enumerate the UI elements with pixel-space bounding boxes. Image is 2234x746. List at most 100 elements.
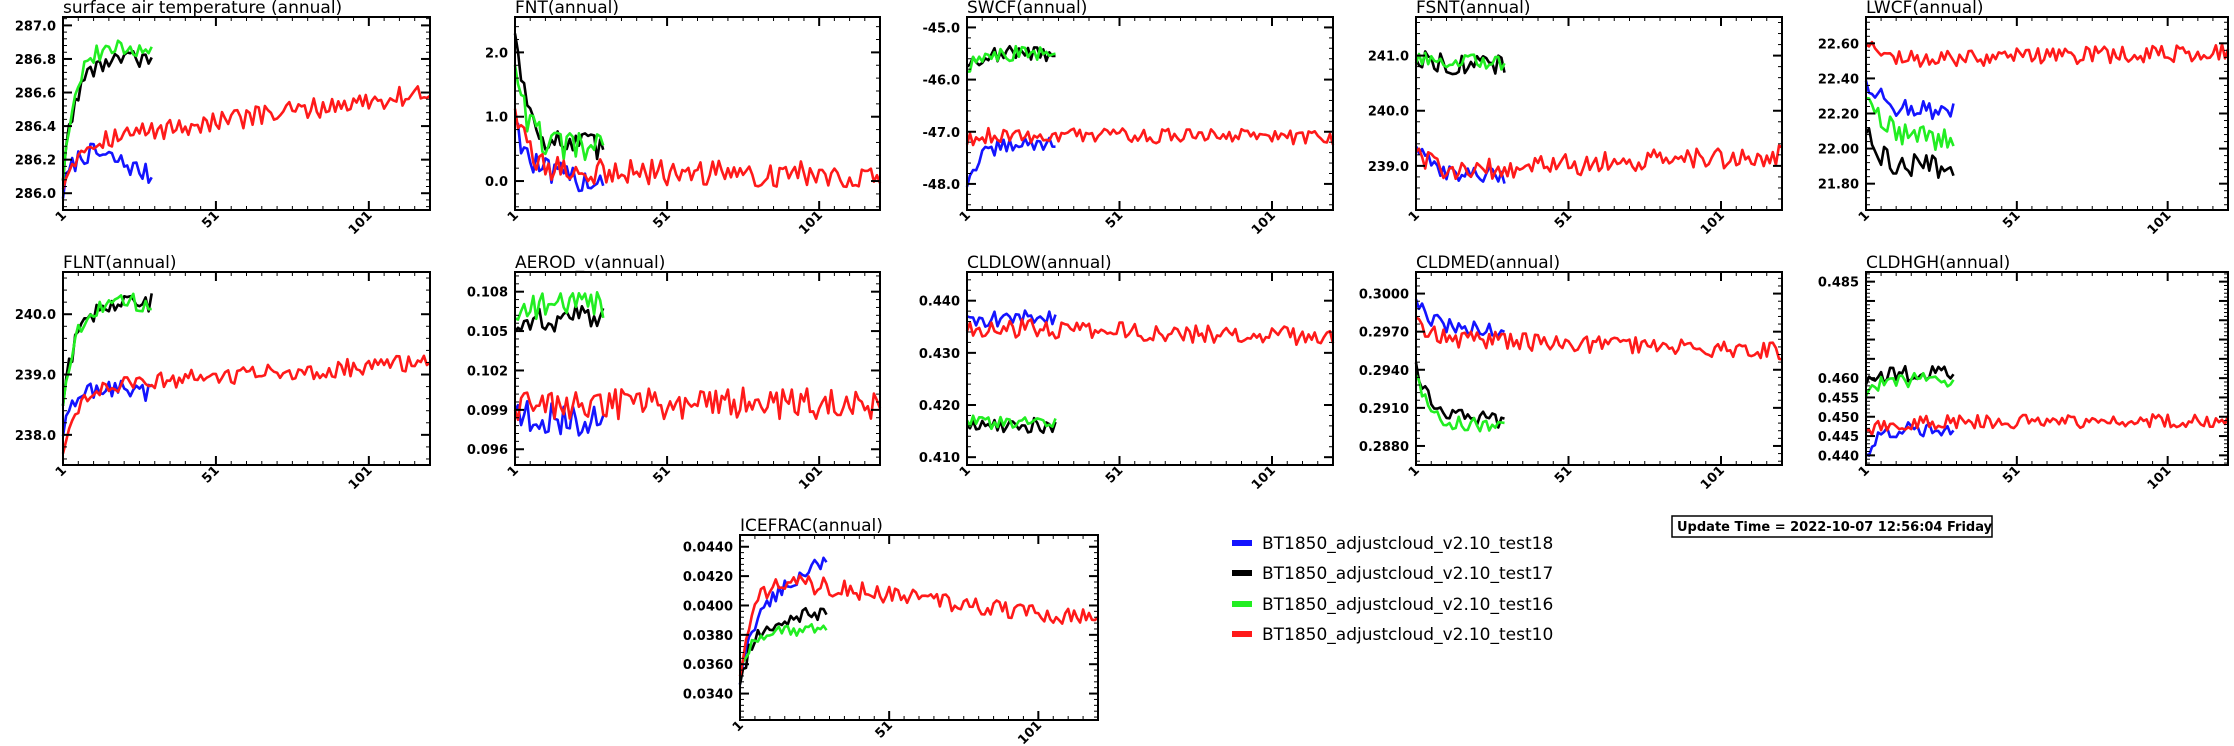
chart-panel: CLDHGH(annual)1 51 1010.4400.4450.4500.455…	[1818, 253, 2230, 493]
y-tick-label: 239.0	[1368, 160, 1409, 175]
y-tick-label: 0.440	[919, 295, 960, 310]
y-tick-label: 0.455	[1818, 391, 1859, 406]
series-line	[61, 292, 152, 406]
series-line	[1865, 421, 1955, 457]
chart-panel: ICEFRAC(annual)1 51 1010.03400.03600.03800…	[683, 516, 1099, 746]
chart-panel: AEROD_v(annual)1 51 1010.0960.0990.1020.10…	[467, 253, 882, 493]
series-line	[738, 622, 828, 671]
y-tick-label: 0.2940	[1359, 364, 1409, 379]
series-line	[1864, 127, 1955, 179]
legend-label-test18: BT1850_adjustcloud_v2.10_test18	[1262, 534, 1553, 554]
x-tick-label: 51	[873, 718, 896, 741]
y-tick-label: 0.2970	[1359, 326, 1409, 341]
series-line	[966, 309, 1057, 328]
series-line	[61, 354, 431, 454]
y-tick-label: 0.096	[467, 443, 508, 458]
x-tick-label: 51	[651, 463, 674, 486]
x-tick-label: 101	[2145, 463, 2175, 493]
y-tick-label: 22.00	[1818, 143, 1859, 158]
y-tick-label: 286.4	[15, 120, 56, 135]
x-tick-label: 51	[199, 463, 222, 486]
chart-title: SWCF(annual)	[967, 0, 1087, 18]
y-tick-label: 0.0440	[683, 541, 733, 556]
y-tick-label: 0.105	[467, 325, 508, 340]
series-line	[1865, 96, 1955, 151]
chart-panel: surface air temperature (annual)1 51 10128…	[15, 0, 431, 238]
series-line	[61, 85, 431, 190]
y-tick-label: 0.099	[467, 404, 508, 419]
x-tick-label: 101	[1015, 718, 1045, 746]
chart-panel: LWCF(annual)1 51 10121.8022.0022.2022.4022…	[1818, 0, 2230, 238]
y-tick-label: 22.60	[1818, 37, 1859, 52]
series-line	[965, 414, 1057, 431]
chart-title: surface air temperature (annual)	[63, 0, 342, 18]
series-line	[965, 126, 1335, 147]
series-line	[513, 303, 605, 333]
series-line	[738, 606, 828, 685]
y-tick-label: 0.460	[1818, 372, 1859, 387]
series-line	[513, 64, 605, 162]
series-line	[966, 44, 1056, 73]
series-line	[513, 386, 882, 422]
y-tick-label: 241.0	[1368, 50, 1409, 65]
chart-title: LWCF(annual)	[1866, 0, 1984, 18]
chart-panel: CLDMED(annual)1 51 1010.28800.29100.29400.…	[1359, 253, 1783, 493]
x-tick-label: 51	[2000, 463, 2023, 486]
y-tick-label: 286.6	[15, 87, 56, 102]
x-tick-label: 101	[796, 208, 826, 238]
x-tick-label: 101	[1698, 208, 1728, 238]
y-tick-label: 0.0380	[683, 629, 733, 644]
chart-title: FSNT(annual)	[1416, 0, 1531, 18]
x-tick-label: 51	[2000, 208, 2023, 231]
y-tick-label: -48.0	[923, 178, 960, 193]
y-tick-label: 286.8	[15, 53, 56, 68]
x-tick-label: 101	[2145, 208, 2175, 238]
series-line	[61, 50, 153, 181]
legend: BT1850_adjustcloud_v2.10_test18 BT1850_a…	[1232, 534, 1553, 645]
legend-label-test10: BT1850_adjustcloud_v2.10_test10	[1262, 625, 1553, 645]
y-tick-label: -45.0	[923, 21, 960, 36]
y-tick-label: 0.445	[1818, 430, 1859, 445]
series-line	[1864, 371, 1955, 397]
series-line	[1414, 51, 1506, 71]
chart-title: CLDLOW(annual)	[967, 253, 1112, 273]
series-line	[61, 39, 153, 181]
series-line	[738, 574, 1099, 677]
x-tick-label: 101	[346, 463, 376, 493]
chart-panels: surface air temperature (annual)1 51 10128…	[15, 0, 2230, 746]
y-tick-label: 0.2910	[1359, 402, 1409, 417]
y-tick-label: 0.0340	[683, 688, 733, 703]
update-time-stamp: Update Time = 2022-10-07 12:56:04 Friday	[1671, 515, 1993, 538]
chart-title: FLNT(annual)	[63, 253, 177, 273]
update-time-text: Update Time = 2022-10-07 12:56:04 Friday	[1677, 520, 1993, 535]
x-tick-label: 101	[1698, 463, 1728, 493]
legend-label-test17: BT1850_adjustcloud_v2.10_test17	[1262, 564, 1553, 584]
y-tick-label: 22.20	[1818, 108, 1859, 123]
plot-frame	[1415, 16, 1783, 211]
x-tick-label: 101	[346, 208, 376, 238]
x-tick-label: 51	[1103, 463, 1126, 486]
x-tick-label: 51	[1552, 463, 1575, 486]
y-tick-label: 0.0400	[683, 599, 733, 614]
chart-panel: SWCF(annual)1 51 101-48.0-47.0-46.0-45.0	[923, 0, 1335, 238]
series-line	[1865, 413, 2230, 437]
series-line	[1415, 316, 1783, 361]
y-tick-label: 1.0	[485, 111, 508, 126]
legend-label-test16: BT1850_adjustcloud_v2.10_test16	[1262, 595, 1553, 615]
plot-frame	[1415, 271, 1783, 466]
y-tick-label: 0.0420	[683, 570, 733, 585]
y-tick-label: 287.0	[15, 19, 56, 34]
y-tick-label: 0.108	[467, 286, 508, 301]
series-line	[1864, 80, 1955, 121]
y-tick-label: 21.80	[1818, 178, 1859, 193]
x-tick-label: 51	[199, 208, 222, 231]
y-tick-label: 0.440	[1818, 449, 1859, 464]
y-tick-label: 0.450	[1818, 411, 1859, 426]
plot-frame	[62, 271, 431, 466]
series-line	[966, 44, 1056, 68]
